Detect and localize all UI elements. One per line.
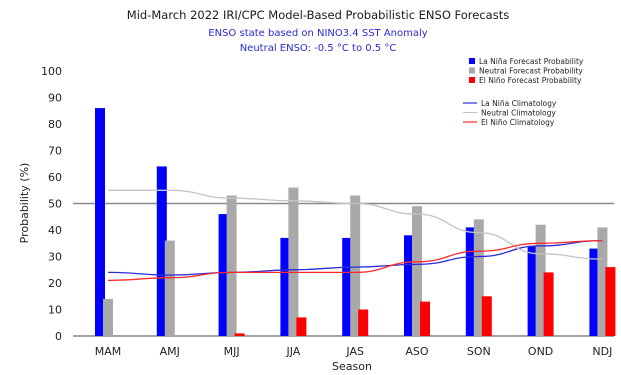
chart-subtitle-line-2: Neutral ENSO: -0.5 °C to 0.5 °C: [240, 43, 397, 54]
bar-neutral: [535, 224, 546, 336]
el-nino-climatology-line: [107, 239, 603, 282]
y-tick-label: 40: [48, 224, 62, 237]
x-tick-label: MAM: [95, 345, 122, 358]
legend-swatch: [469, 77, 475, 83]
bar-neutral: [226, 195, 237, 336]
bar-la-nina: [404, 235, 414, 336]
bar-la-nina: [465, 227, 476, 336]
legend-swatch: [469, 67, 475, 74]
chart-subtitle-line-1: ENSO state based on NINO3.4 SST Anomaly: [208, 28, 427, 39]
bar-neutral: [597, 227, 608, 336]
x-tick-label: MJJ: [224, 345, 240, 358]
y-tick-label: 100: [41, 65, 62, 78]
y-tick-label: 60: [48, 171, 62, 184]
y-axis-label: Probability (%): [18, 163, 31, 244]
legend-label: Neutral Climatology: [481, 109, 556, 118]
x-tick-label: JJA: [285, 345, 300, 358]
climatology-lines: [107, 189, 603, 282]
bar-neutral: [288, 187, 299, 336]
bar-la-nina: [527, 245, 538, 336]
legend-swatch: [469, 58, 475, 64]
la-nina-climatology-line: [107, 239, 603, 276]
y-tick-label: 10: [48, 304, 62, 317]
bar-el-nino: [605, 267, 616, 336]
bar-la-nina: [156, 166, 167, 336]
x-tick-label: AMJ: [160, 345, 180, 358]
bar-neutral: [103, 298, 113, 336]
y-tick-label: 30: [48, 251, 62, 264]
y-tick-label: 20: [48, 277, 62, 290]
bar-neutral: [473, 219, 484, 336]
bar-la-nina: [95, 108, 105, 336]
bar-la-nina: [342, 237, 353, 336]
y-tick-label: 50: [48, 198, 62, 211]
bar-la-nina: [218, 214, 229, 336]
x-tick-label: NDJ: [592, 345, 612, 358]
neutral-climatology-line: [107, 189, 603, 260]
y-tick-label: 80: [48, 118, 62, 131]
legend-label: Neutral Forecast Probability: [479, 67, 583, 76]
bar-el-nino: [543, 272, 554, 336]
x-tick-label: ASO: [405, 345, 429, 358]
bar-neutral: [412, 206, 422, 336]
bar-el-nino: [234, 333, 245, 336]
x-axis: MAM AMJ MJJ JJA JAS ASO SON OND NDJ: [95, 345, 613, 358]
legend-label: El Niño Forecast Probability: [479, 76, 582, 85]
legend-label: La Niña Forecast Probability: [479, 57, 584, 66]
y-tick-label: 0: [55, 330, 62, 343]
y-axis: 0 10 20 30 40 50 60 70 80 90 100: [41, 65, 62, 343]
y-tick-label: 70: [48, 145, 62, 158]
bar-el-nino: [296, 317, 307, 336]
bar-neutral: [350, 195, 361, 336]
bar-la-nina: [280, 237, 291, 336]
y-tick-label: 90: [48, 92, 62, 105]
x-tick-label: SON: [467, 345, 491, 358]
bar-el-nino: [420, 301, 430, 336]
x-tick-label: OND: [528, 345, 553, 358]
bar-neutral: [164, 240, 175, 336]
x-axis-label: Season: [332, 360, 372, 373]
plot-area: [73, 108, 616, 337]
bar-el-nino: [481, 296, 492, 337]
x-tick-label: JAS: [345, 345, 364, 358]
bar-la-nina: [589, 248, 600, 336]
legend-label: La Niña Climatology: [481, 99, 557, 108]
legend-label: El Niño Climatology: [481, 118, 555, 127]
chart-title: Mid-March 2022 IRI/CPC Model-Based Proba…: [127, 8, 509, 22]
bar-el-nino: [358, 309, 369, 336]
